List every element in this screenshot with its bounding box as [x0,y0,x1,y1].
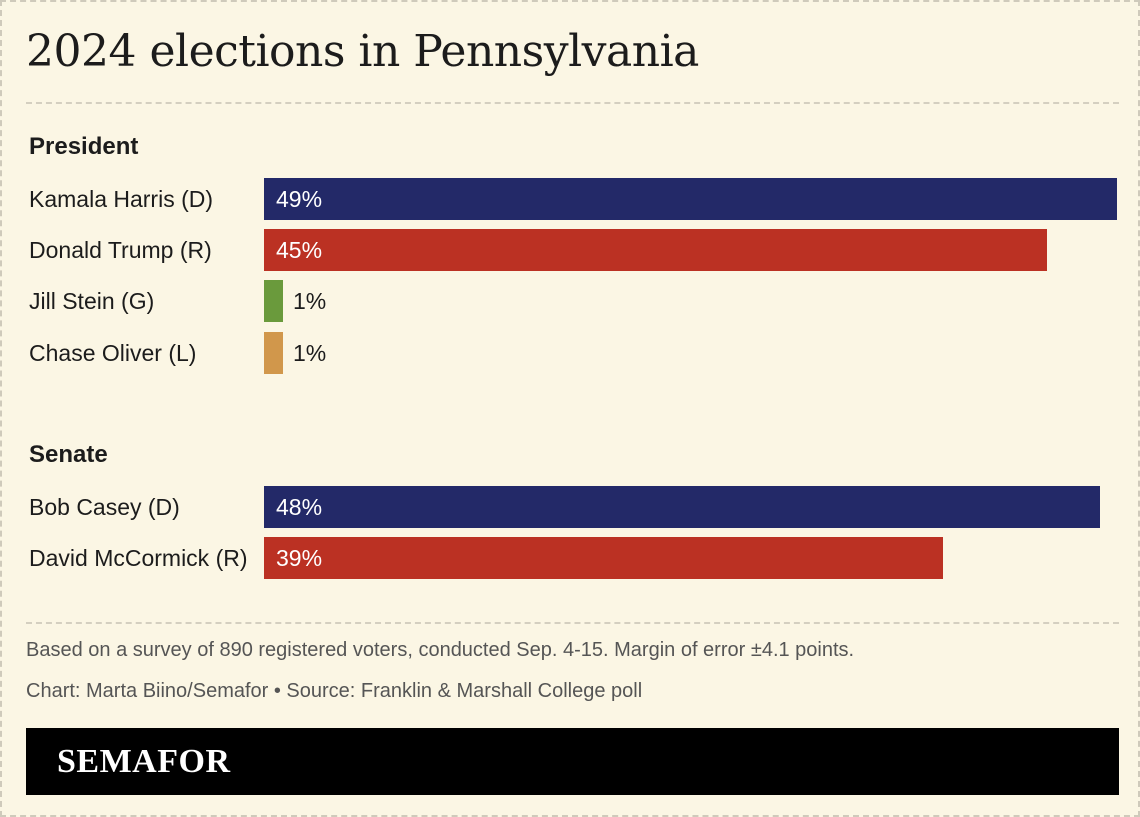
bar-row: Donald Trump (R) 45% [2,229,1140,271]
brand-footer: SEMAFOR [26,728,1119,795]
section-label-president: President [29,133,139,160]
bar [264,332,283,374]
data-label: 45% [276,237,323,263]
data-label: 39% [276,545,323,571]
bar-row: David McCormick (R) 39% [2,537,1140,579]
data-label: 1% [293,288,327,314]
source-credit: Chart: Marta Biino/Semafor • Source: Fra… [26,680,643,702]
bar [264,229,1048,271]
category-label: Donald Trump (R) [29,237,212,263]
data-label: 49% [276,186,323,212]
bar [264,486,1100,528]
bar-row: Kamala Harris (D) 49% [2,178,1140,220]
bar-row: Jill Stein (G) 1% [2,280,1140,322]
chart-title: 2024 elections in Pennsylvania [26,26,699,77]
semafor-logo: SEMAFOR [57,743,231,780]
notes-divider [26,622,1119,624]
category-label: Chase Oliver (L) [29,340,197,366]
survey-note: Based on a survey of 890 registered vote… [26,639,855,661]
category-label: Jill Stein (G) [29,288,155,314]
bar [264,537,943,579]
bar [264,178,1117,220]
bar-row: Chase Oliver (L) 1% [2,332,1140,374]
data-label: 48% [276,494,323,520]
title-divider [26,102,1119,104]
bar-row: Bob Casey (D) 48% [2,486,1140,528]
bar [264,280,283,322]
category-label: Bob Casey (D) [29,494,180,520]
category-label: Kamala Harris (D) [29,186,214,212]
category-label: David McCormick (R) [29,545,248,571]
section-label-senate: Senate [29,441,108,468]
data-label: 1% [293,340,327,366]
